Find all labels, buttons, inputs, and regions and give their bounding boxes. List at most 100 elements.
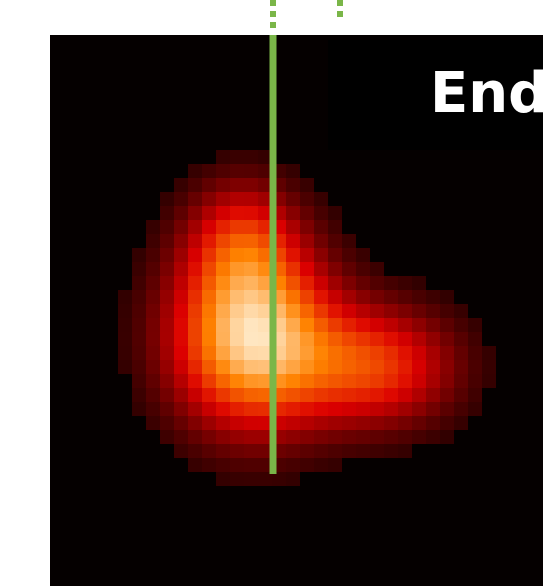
heat-pixel bbox=[286, 388, 300, 402]
heat-pixel bbox=[356, 416, 370, 430]
heat-pixel bbox=[132, 374, 146, 388]
heat-pixel bbox=[146, 304, 160, 318]
heat-pixel bbox=[300, 262, 314, 276]
heat-pixel bbox=[244, 388, 258, 402]
heat-pixel bbox=[174, 248, 188, 262]
heat-pixel bbox=[244, 332, 258, 346]
heat-pixel bbox=[300, 388, 314, 402]
heat-pixel bbox=[314, 374, 328, 388]
heat-pixel bbox=[426, 402, 440, 416]
heat-pixel bbox=[202, 290, 216, 304]
heat-pixel bbox=[398, 318, 412, 332]
heat-pixel bbox=[342, 318, 356, 332]
heat-pixel bbox=[370, 318, 384, 332]
heat-pixel bbox=[286, 416, 300, 430]
heat-pixel bbox=[216, 290, 230, 304]
heat-pixel bbox=[370, 332, 384, 346]
heat-pixel bbox=[300, 276, 314, 290]
heat-pixel bbox=[286, 444, 300, 458]
heat-pixel bbox=[412, 374, 426, 388]
heat-pixel bbox=[300, 430, 314, 444]
heat-pixel bbox=[202, 206, 216, 220]
heat-pixel bbox=[314, 444, 328, 458]
heat-pixel bbox=[300, 318, 314, 332]
heat-pixel bbox=[440, 388, 454, 402]
heat-pixel bbox=[300, 402, 314, 416]
heat-pixel bbox=[174, 290, 188, 304]
heat-pixel bbox=[230, 276, 244, 290]
heat-pixel bbox=[202, 444, 216, 458]
heat-pixel bbox=[202, 346, 216, 360]
heat-pixel bbox=[160, 192, 174, 206]
heat-pixel bbox=[314, 234, 328, 248]
heat-pixel bbox=[230, 472, 244, 486]
heat-pixel bbox=[244, 416, 258, 430]
heat-pixel bbox=[384, 304, 398, 318]
heat-pixel bbox=[230, 360, 244, 374]
heat-pixel bbox=[230, 332, 244, 346]
heat-pixel bbox=[174, 374, 188, 388]
heat-pixel bbox=[300, 290, 314, 304]
heat-pixel bbox=[244, 458, 258, 472]
heat-pixel bbox=[188, 220, 202, 234]
heat-pixel bbox=[370, 402, 384, 416]
heat-pixel bbox=[286, 318, 300, 332]
heat-pixel bbox=[244, 402, 258, 416]
heat-pixel bbox=[468, 402, 482, 416]
heat-pixel bbox=[440, 402, 454, 416]
heat-pixel bbox=[216, 234, 230, 248]
heat-pixel bbox=[440, 374, 454, 388]
heat-pixel bbox=[216, 360, 230, 374]
heat-pixel bbox=[426, 304, 440, 318]
heat-pixel bbox=[482, 374, 496, 388]
heat-pixel bbox=[244, 164, 258, 178]
heat-pixel bbox=[314, 248, 328, 262]
heat-pixel bbox=[244, 318, 258, 332]
heat-pixel bbox=[244, 262, 258, 276]
heat-pixel bbox=[468, 388, 482, 402]
heat-pixel bbox=[384, 402, 398, 416]
heat-pixel bbox=[384, 388, 398, 402]
heat-pixel bbox=[160, 220, 174, 234]
heat-pixel bbox=[244, 346, 258, 360]
heat-pixel bbox=[118, 360, 132, 374]
heat-pixel bbox=[244, 192, 258, 206]
heat-pixel bbox=[286, 262, 300, 276]
heat-pixel bbox=[132, 304, 146, 318]
heat-pixel bbox=[160, 430, 174, 444]
heat-pixel bbox=[244, 430, 258, 444]
heat-pixel bbox=[244, 290, 258, 304]
heat-pixel bbox=[230, 164, 244, 178]
heat-pixel bbox=[300, 444, 314, 458]
heat-pixel bbox=[342, 416, 356, 430]
heat-pixel bbox=[314, 318, 328, 332]
heat-pixel bbox=[118, 318, 132, 332]
heat-pixel bbox=[286, 374, 300, 388]
heat-pixel bbox=[328, 402, 342, 416]
heat-pixel bbox=[188, 192, 202, 206]
heat-pixel bbox=[384, 290, 398, 304]
heat-pixel bbox=[188, 164, 202, 178]
heat-pixel bbox=[356, 276, 370, 290]
heat-pixel bbox=[230, 374, 244, 388]
heat-pixel bbox=[230, 444, 244, 458]
heat-pixel bbox=[202, 360, 216, 374]
heat-pixel bbox=[216, 472, 230, 486]
heat-pixel bbox=[174, 206, 188, 220]
heat-pixel bbox=[188, 178, 202, 192]
heat-pixel bbox=[440, 360, 454, 374]
heat-pixel bbox=[202, 178, 216, 192]
heat-pixel bbox=[328, 206, 342, 220]
heat-pixel bbox=[174, 178, 188, 192]
heat-pixel bbox=[454, 402, 468, 416]
heat-pixel bbox=[202, 416, 216, 430]
heat-pixel bbox=[174, 444, 188, 458]
heat-pixel bbox=[398, 374, 412, 388]
heat-pixel bbox=[244, 150, 258, 164]
heat-pixel bbox=[216, 220, 230, 234]
heat-pixel bbox=[328, 276, 342, 290]
heat-pixel bbox=[188, 248, 202, 262]
heat-pixel bbox=[174, 220, 188, 234]
heat-pixel bbox=[146, 318, 160, 332]
heat-pixel bbox=[174, 276, 188, 290]
